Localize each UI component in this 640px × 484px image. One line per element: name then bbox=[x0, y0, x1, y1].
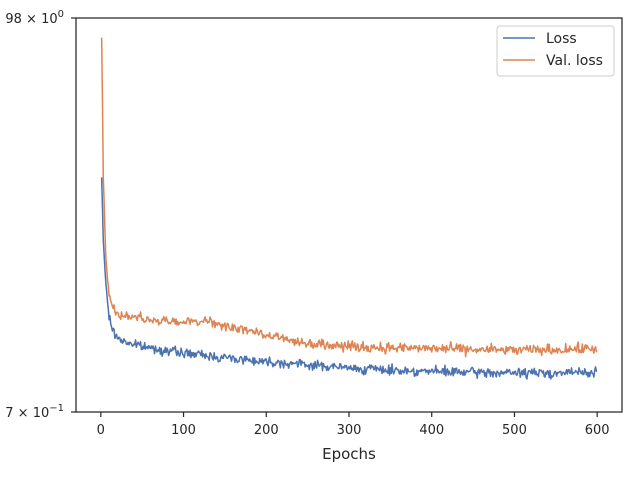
x-tick-label: 0 bbox=[97, 423, 105, 438]
x-tick-label: 300 bbox=[337, 423, 362, 438]
x-tick-label: 500 bbox=[502, 423, 527, 438]
y-tick-label: 7 × 10−1 bbox=[5, 403, 64, 421]
y-tick-label: 98 × 100 bbox=[5, 9, 64, 27]
plot-frame bbox=[75, 17, 623, 413]
series-lines bbox=[100, 37, 598, 380]
series-line-val-loss bbox=[100, 37, 598, 358]
x-tick-label: 200 bbox=[254, 423, 279, 438]
legend-label: Val. loss bbox=[546, 53, 603, 69]
x-axis-label: Epochs bbox=[322, 445, 376, 463]
x-axis-ticks: 0 100 200 300 400 500 600 bbox=[97, 412, 610, 438]
x-tick-label: 600 bbox=[585, 423, 610, 438]
y-axis-ticks: 98 × 100 7 × 10−1 bbox=[5, 9, 76, 421]
x-tick-label: 100 bbox=[171, 423, 196, 438]
series-line-loss bbox=[100, 177, 598, 380]
legend-label: Loss bbox=[546, 31, 577, 47]
x-tick-label: 400 bbox=[419, 423, 444, 438]
legend: Loss Val. loss bbox=[496, 25, 615, 77]
